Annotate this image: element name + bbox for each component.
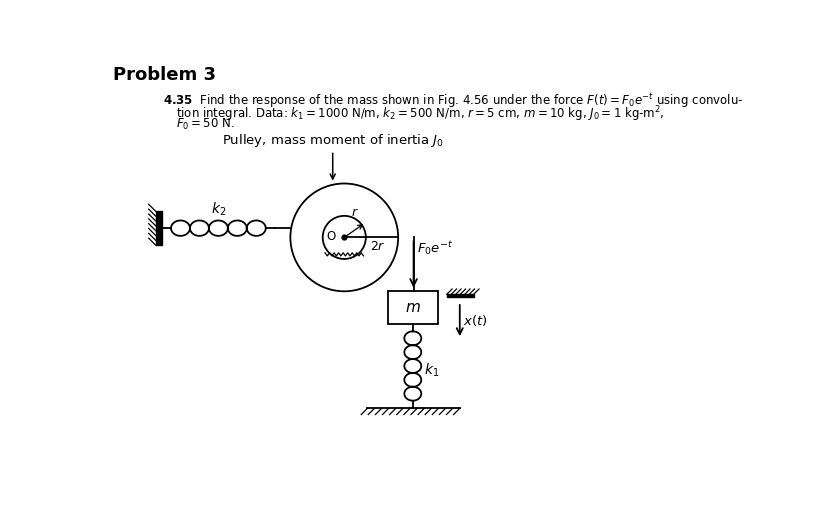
Bar xyxy=(155,211,161,245)
Text: $m$: $m$ xyxy=(404,300,421,315)
Text: $x(t)$: $x(t)$ xyxy=(462,313,487,328)
Text: $2r$: $2r$ xyxy=(369,240,385,253)
Text: O: O xyxy=(327,230,336,243)
Text: Problem 3: Problem 3 xyxy=(113,67,216,84)
Text: $k_1$: $k_1$ xyxy=(423,361,438,379)
Bar xyxy=(388,291,437,324)
Text: $\mathbf{4.35}$  Find the response of the mass shown in Fig. 4.56 under the forc: $\mathbf{4.35}$ Find the response of the… xyxy=(163,91,743,110)
Bar xyxy=(446,294,473,297)
Text: Pulley, mass moment of inertia $J_0$: Pulley, mass moment of inertia $J_0$ xyxy=(222,132,443,149)
Text: $F_0e^{-t}$: $F_0e^{-t}$ xyxy=(417,240,453,258)
Text: tion integral. Data: $k_1 = 1000$ N/m, $k_2 = 500$ N/m, $r = 5$ cm, $m = 10$ kg,: tion integral. Data: $k_1 = 1000$ N/m, $… xyxy=(175,104,663,124)
Text: $F_0 = 50$ N.: $F_0 = 50$ N. xyxy=(175,117,234,132)
Text: $k_2$: $k_2$ xyxy=(211,201,226,218)
Text: $r$: $r$ xyxy=(351,206,358,219)
